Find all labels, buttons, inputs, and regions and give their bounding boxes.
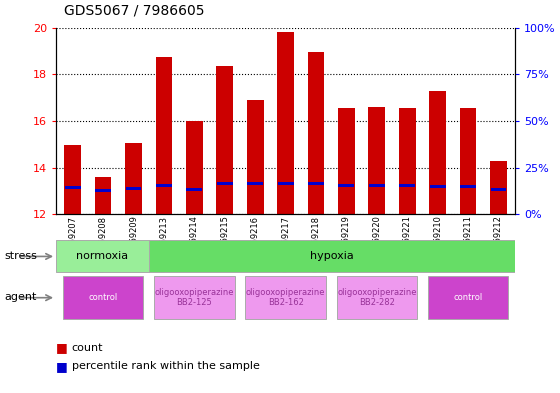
Bar xyxy=(247,100,264,214)
Bar xyxy=(430,185,446,188)
Text: agent: agent xyxy=(4,292,37,302)
Bar xyxy=(277,32,294,214)
Bar xyxy=(428,276,508,320)
Bar xyxy=(154,276,235,320)
Bar xyxy=(95,189,111,192)
Bar xyxy=(245,276,326,320)
Bar xyxy=(368,107,385,214)
Text: GDS5067 / 7986605: GDS5067 / 7986605 xyxy=(64,4,205,18)
Bar xyxy=(216,66,233,214)
Text: percentile rank within the sample: percentile rank within the sample xyxy=(72,361,259,371)
Text: stress: stress xyxy=(4,251,38,261)
Bar xyxy=(491,188,506,191)
Bar xyxy=(56,241,149,272)
Text: oligooxopiperazine
BB2-162: oligooxopiperazine BB2-162 xyxy=(246,288,325,307)
Text: count: count xyxy=(72,343,103,353)
Bar xyxy=(338,108,355,214)
Bar xyxy=(65,186,81,189)
Bar xyxy=(369,184,385,187)
Bar xyxy=(64,145,81,214)
Bar xyxy=(186,188,202,191)
Bar xyxy=(460,108,477,214)
Text: ■: ■ xyxy=(56,360,68,373)
Bar xyxy=(337,276,417,320)
Bar xyxy=(308,182,324,185)
Bar xyxy=(307,52,324,214)
Bar xyxy=(125,143,142,214)
Text: ■: ■ xyxy=(56,341,68,354)
Bar xyxy=(156,184,172,187)
Bar xyxy=(156,57,172,214)
Text: oligooxopiperazine
BB2-282: oligooxopiperazine BB2-282 xyxy=(337,288,417,307)
Bar xyxy=(186,121,203,214)
Text: control: control xyxy=(88,293,118,302)
Bar xyxy=(490,160,507,214)
Bar xyxy=(125,187,142,190)
Bar xyxy=(248,182,263,185)
Bar xyxy=(399,184,415,187)
Text: normoxia: normoxia xyxy=(76,252,128,261)
Bar xyxy=(460,185,476,188)
Bar xyxy=(95,177,111,214)
Bar xyxy=(217,182,233,185)
Bar xyxy=(278,182,293,185)
Text: oligooxopiperazine
BB2-125: oligooxopiperazine BB2-125 xyxy=(155,288,234,307)
Bar xyxy=(338,184,354,187)
Bar xyxy=(149,241,515,272)
Text: hypoxia: hypoxia xyxy=(310,252,354,261)
Bar xyxy=(399,108,416,214)
Bar xyxy=(63,276,143,320)
Text: control: control xyxy=(454,293,483,302)
Bar xyxy=(430,90,446,214)
